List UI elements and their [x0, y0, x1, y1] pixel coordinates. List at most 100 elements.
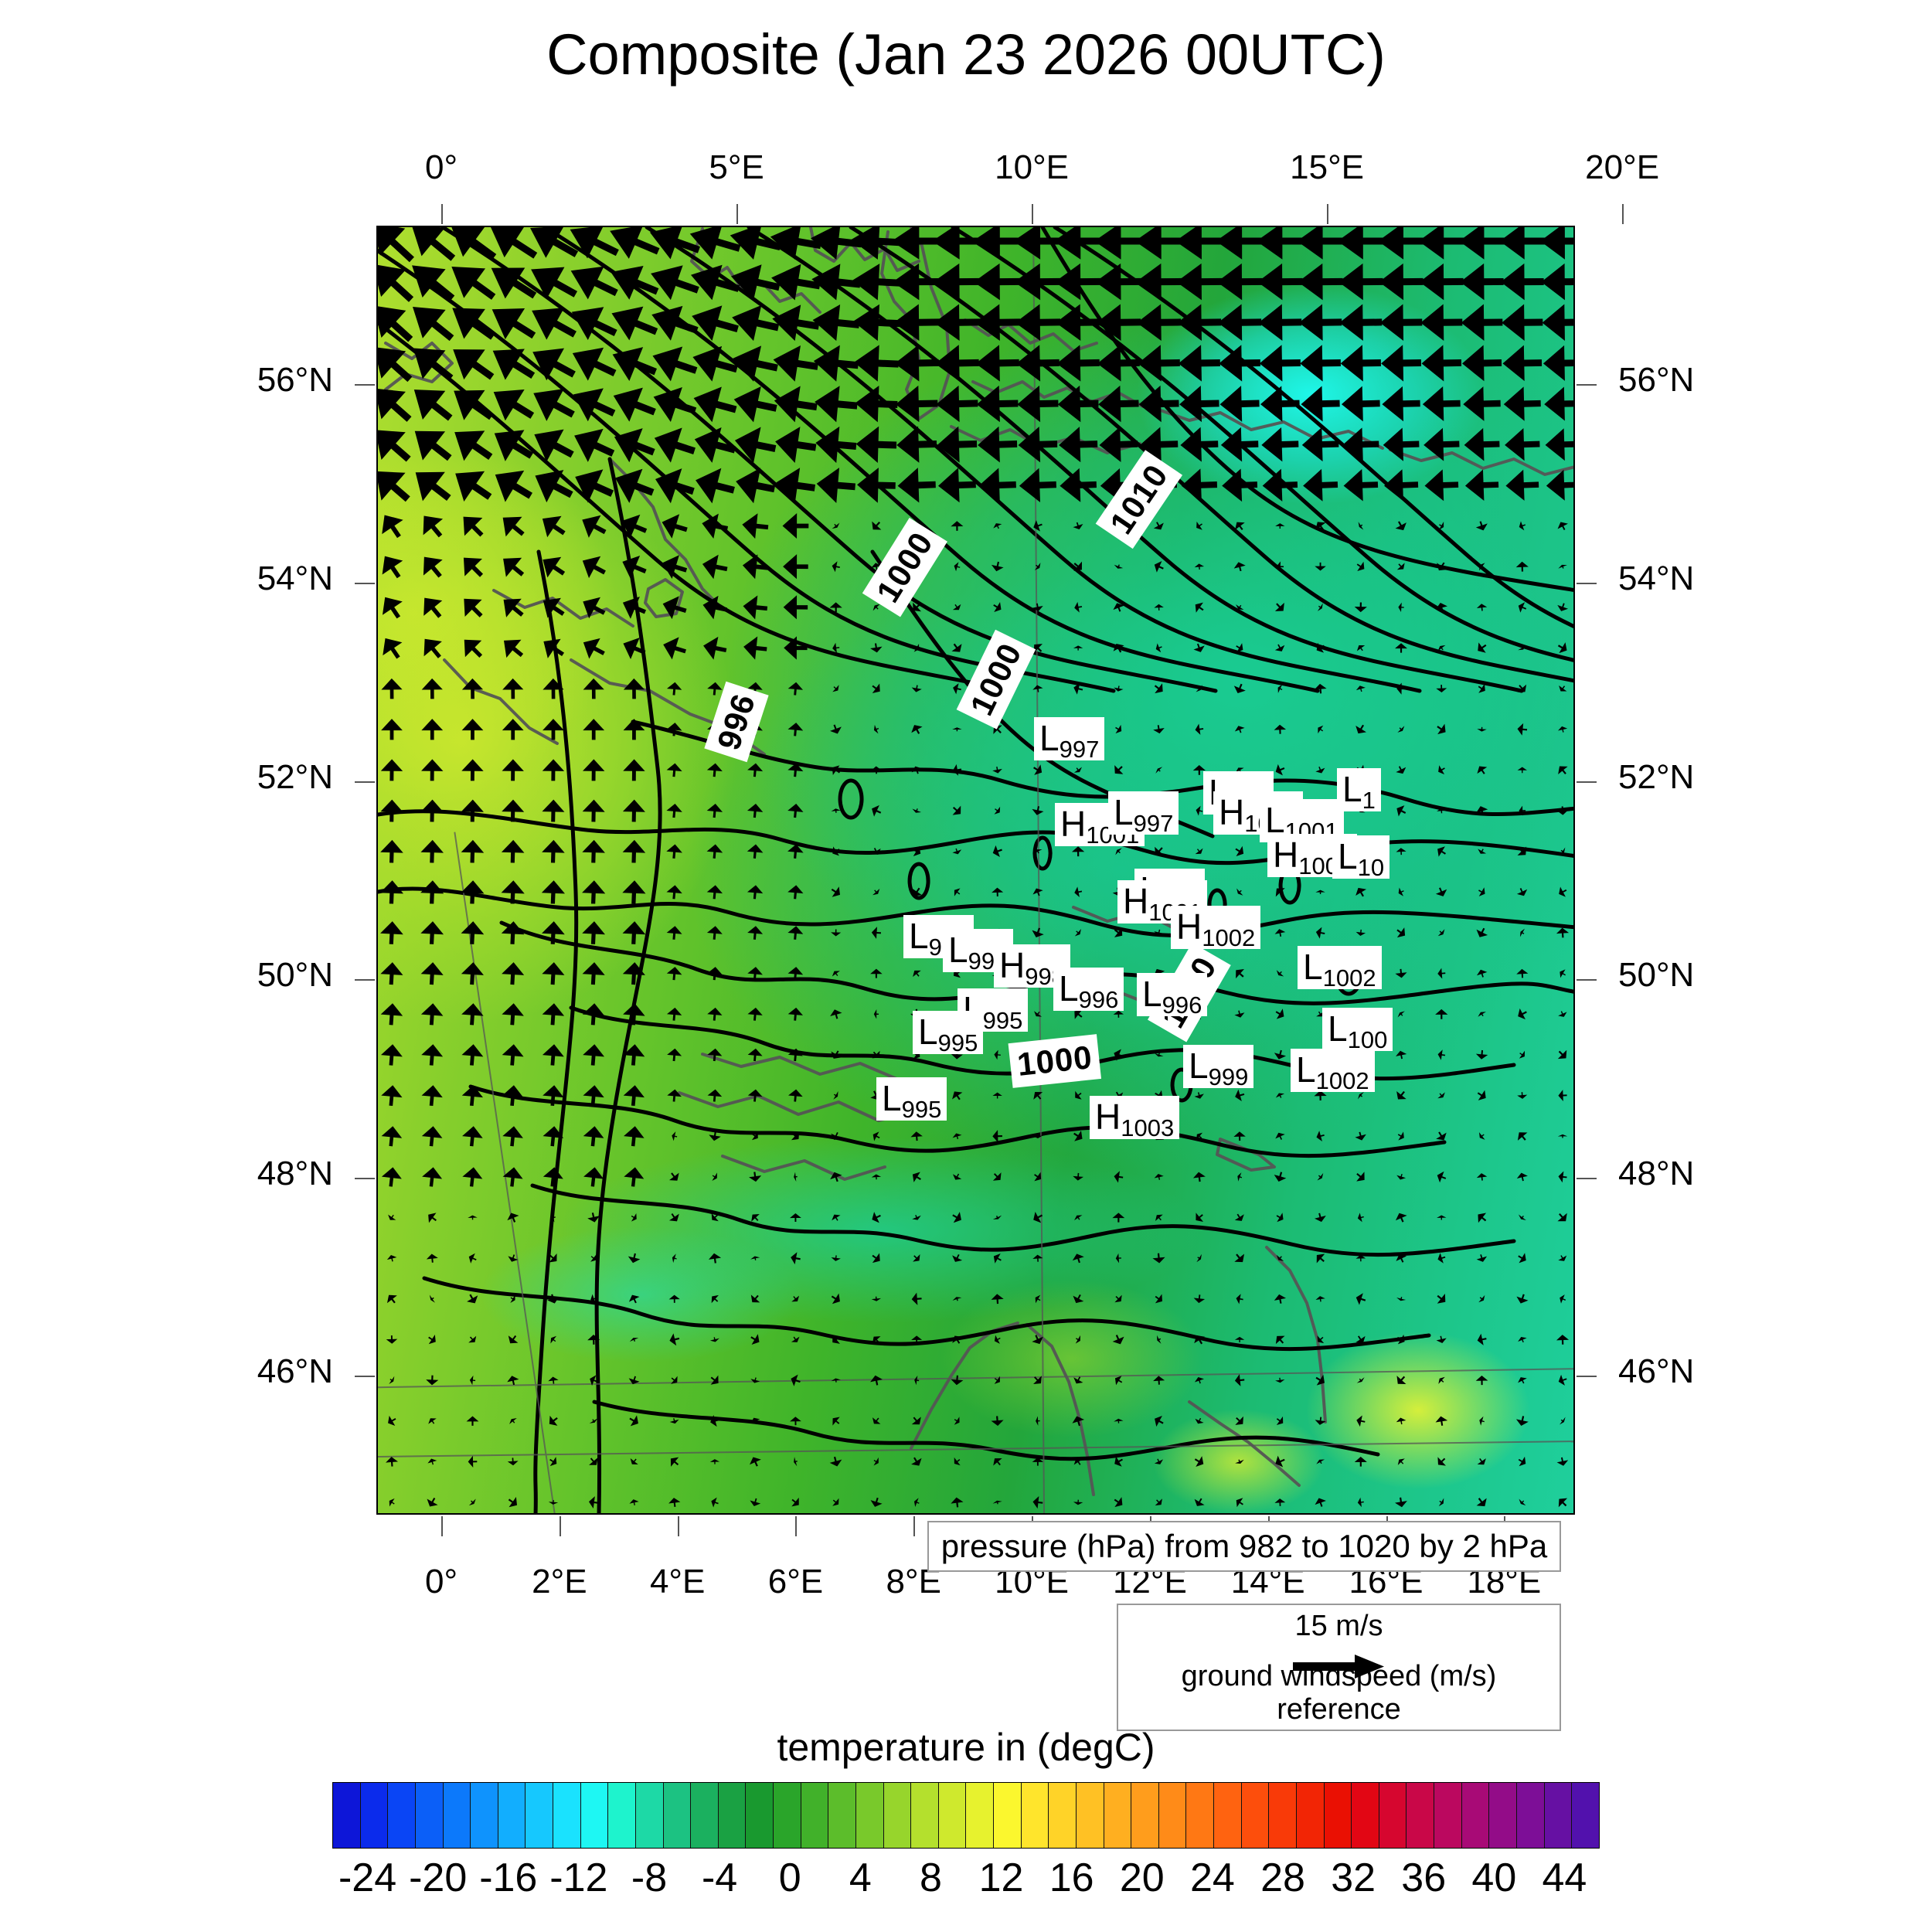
- axis-label-right: 54°N: [1618, 559, 1695, 597]
- colorbar-tick-label: 40: [1471, 1855, 1517, 1900]
- axis-label-left: 52°N: [257, 757, 333, 796]
- high-center-marker: H: [1060, 804, 1087, 844]
- colorbar-swatch: [415, 1783, 444, 1848]
- axis-tick: [1577, 979, 1597, 981]
- axis-label-right: 48°N: [1618, 1154, 1695, 1192]
- axis-label-top: 20°E: [1585, 148, 1660, 186]
- colorbar-swatch: [1324, 1783, 1352, 1848]
- colorbar-swatch: [1104, 1783, 1132, 1848]
- high-center-marker: H: [1219, 792, 1245, 832]
- pressure-center-value: 1002: [1322, 964, 1376, 992]
- pressure-center-value: 10: [1357, 854, 1385, 881]
- colorbar-swatch: [691, 1783, 719, 1848]
- axis-label-top: 10°E: [995, 148, 1070, 186]
- pressure-contour-note: pressure (hPa) from 982 to 1020 by 2 hPa: [927, 1521, 1561, 1572]
- pressure-center-label: L997: [1034, 717, 1105, 763]
- axis-label-left: 56°N: [257, 361, 333, 400]
- colorbar-swatch: [1352, 1783, 1379, 1848]
- low-center-marker: L: [1039, 718, 1060, 758]
- colorbar-tick-label: 20: [1119, 1855, 1165, 1900]
- colorbar-swatch: [1186, 1783, 1214, 1848]
- colorbar-tick-label: -8: [631, 1855, 668, 1900]
- pressure-center-label: H1003: [1090, 1096, 1180, 1140]
- low-center-marker: L: [1059, 968, 1079, 1009]
- axis-tick: [441, 204, 444, 224]
- low-center-marker: L: [882, 1078, 902, 1118]
- colorbar[interactable]: [332, 1782, 1600, 1849]
- colorbar-title: temperature in (degC): [777, 1726, 1155, 1769]
- colorbar-swatch: [746, 1783, 774, 1848]
- colorbar-tick-label: 32: [1331, 1855, 1376, 1900]
- right-arrow-icon: [1292, 1653, 1386, 1683]
- colorbar-swatch: [1241, 1783, 1270, 1848]
- pressure-center-value: 100: [1347, 1026, 1388, 1053]
- colorbar-swatch: [498, 1783, 526, 1848]
- colorbar-swatch: [1131, 1783, 1159, 1848]
- pressure-center-value: 996: [1162, 992, 1202, 1019]
- axis-tick: [355, 384, 375, 386]
- low-center-marker: L: [918, 1012, 938, 1052]
- colorbar-swatch: [855, 1783, 884, 1848]
- colorbar-tick-label: 0: [778, 1855, 801, 1900]
- colorbar-tick-label: -16: [479, 1855, 538, 1900]
- axis-tick: [1327, 204, 1329, 224]
- low-center-marker: L: [909, 916, 929, 956]
- axis-label-right: 56°N: [1618, 361, 1695, 400]
- pressure-center-value: 997: [1059, 736, 1100, 763]
- colorbar-swatch: [608, 1783, 636, 1848]
- axis-tick: [355, 1376, 375, 1378]
- colorbar-swatch: [1049, 1783, 1077, 1848]
- axis-label-right: 52°N: [1618, 757, 1695, 796]
- axis-tick: [677, 1516, 679, 1536]
- low-center-marker: L: [1296, 1049, 1316, 1090]
- page-title: Composite (Jan 23 2026 00UTC): [546, 22, 1386, 87]
- colorbar-swatch: [360, 1783, 389, 1848]
- colorbar-tick-label: -12: [549, 1855, 608, 1900]
- colorbar-tick-label: 44: [1542, 1855, 1587, 1900]
- colorbar-swatch: [828, 1783, 856, 1848]
- pressure-center-label: H1002: [1171, 906, 1261, 950]
- pressure-center-label: L1002: [1291, 1049, 1375, 1093]
- pressure-center-label: L1: [1337, 768, 1381, 814]
- wind-reference-caption: ground windspeed (m/s) reference: [1181, 1660, 1497, 1726]
- colorbar-swatch: [388, 1783, 416, 1848]
- pressure-center-value: 997: [1133, 810, 1174, 837]
- colorbar-tick-label: 24: [1189, 1855, 1235, 1900]
- colorbar-swatch: [911, 1783, 939, 1848]
- colorbar-tick-label: 28: [1260, 1855, 1305, 1900]
- low-center-marker: L: [1114, 792, 1134, 832]
- pressure-center-value: 995: [982, 1007, 1023, 1034]
- axis-tick: [355, 979, 375, 981]
- colorbar-tick-label: 36: [1401, 1855, 1447, 1900]
- axis-tick: [795, 1516, 798, 1536]
- axis-tick: [1032, 204, 1034, 224]
- colorbar-swatch: [1489, 1783, 1517, 1848]
- colorbar-tick-label: 8: [919, 1855, 942, 1900]
- axis-label-top: 15°E: [1290, 148, 1365, 186]
- colorbar-swatch: [994, 1783, 1022, 1848]
- pressure-center-label: L10: [1332, 835, 1390, 881]
- colorbar-swatch: [635, 1783, 664, 1848]
- axis-label-bottom: 0°: [424, 1563, 458, 1600]
- low-center-marker: L: [1142, 974, 1162, 1014]
- pressure-center-value: 999: [1208, 1063, 1249, 1090]
- axis-label-top: 5°E: [709, 148, 764, 186]
- axis-tick: [1577, 1177, 1597, 1179]
- axis-label-left: 48°N: [257, 1154, 333, 1192]
- pressure-center-label: L999: [1183, 1045, 1254, 1090]
- axis-label-bottom: 2°E: [532, 1563, 587, 1600]
- colorbar-swatch: [553, 1783, 581, 1848]
- colorbar-swatch: [1461, 1783, 1490, 1848]
- colorbar-tick-label: -20: [409, 1855, 468, 1900]
- wind-reference-legend: 15 m/s ground windspeed (m/s) reference: [1117, 1604, 1561, 1731]
- colorbar-swatch: [1214, 1783, 1242, 1848]
- colorbar-tick-labels: -24 -20 -16 -12 -8 -4 0 4 8 12 16 20 24 28 32 36 40 44: [332, 1855, 1600, 1909]
- map-plot-area[interactable]: 10101000100099610001000 L997L999L1H1001L…: [376, 226, 1575, 1515]
- pressure-center-value: 1: [1362, 787, 1376, 814]
- axis-tick: [441, 1516, 444, 1536]
- colorbar-tick-label: -24: [338, 1855, 397, 1900]
- pressure-center-label: L997: [1108, 791, 1179, 835]
- colorbar-tick-label: 12: [978, 1855, 1024, 1900]
- wind-reference-magnitude: 15 m/s: [1294, 1610, 1383, 1642]
